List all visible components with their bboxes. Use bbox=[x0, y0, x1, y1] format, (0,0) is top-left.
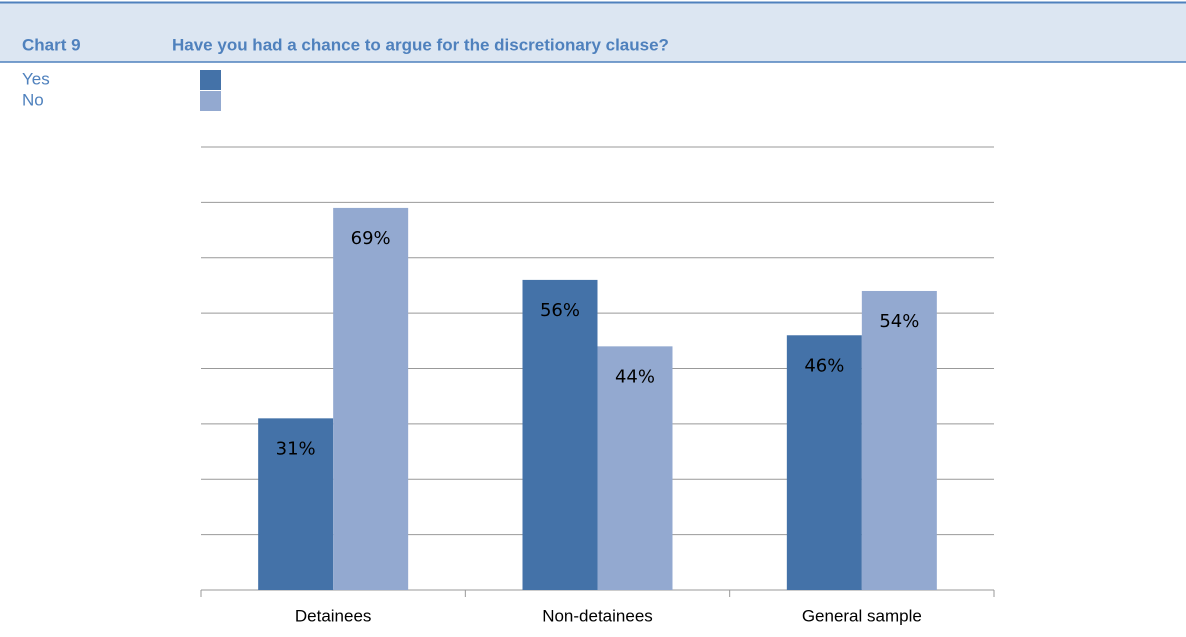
legend-swatch bbox=[200, 70, 221, 90]
x-tick-label: Non-detainees bbox=[542, 606, 653, 625]
bar bbox=[861, 290, 937, 590]
x-tick-label: General sample bbox=[802, 606, 922, 625]
data-label: 54% bbox=[879, 311, 919, 332]
bar bbox=[333, 207, 409, 590]
bar bbox=[258, 418, 334, 590]
data-label: 44% bbox=[615, 366, 655, 387]
data-label: 56% bbox=[540, 300, 580, 321]
bar bbox=[522, 279, 598, 590]
header-band bbox=[0, 2, 1186, 62]
legend-label: No bbox=[22, 90, 44, 109]
legend-swatch bbox=[200, 91, 221, 111]
bar bbox=[786, 335, 862, 590]
x-tick-label: Detainees bbox=[295, 606, 372, 625]
chart-title: Have you had a chance to argue for the d… bbox=[172, 35, 669, 54]
bar bbox=[597, 346, 673, 590]
legend-label: Yes bbox=[22, 69, 50, 88]
data-label: 69% bbox=[351, 228, 391, 249]
data-label: 46% bbox=[804, 355, 844, 376]
data-label: 31% bbox=[276, 438, 316, 459]
chart-label: Chart 9 bbox=[22, 35, 81, 54]
